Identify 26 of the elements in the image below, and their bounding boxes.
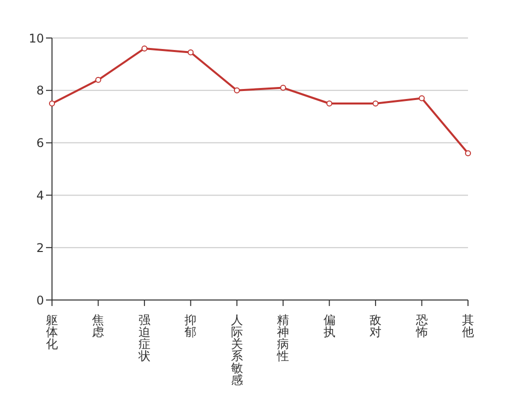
x-tick-label: 焦虑 — [92, 313, 104, 339]
y-tick-label: 8 — [36, 84, 44, 98]
y-tick-label: 10 — [28, 31, 44, 46]
point — [49, 100, 55, 106]
x-tick-label: 敌对 — [370, 313, 382, 339]
point — [465, 150, 471, 156]
point — [280, 84, 286, 91]
x-tick-label: 偏执 — [323, 313, 336, 339]
point — [188, 49, 194, 56]
point — [95, 76, 102, 83]
y-tick-label: 6 — [36, 136, 44, 150]
y-tick-label: 4 — [36, 188, 44, 202]
y-tick-label: 2 — [36, 240, 44, 255]
x-tick-label: 人际关系敏感 — [230, 313, 243, 387]
point — [372, 100, 379, 106]
x-tick-label: 抑郁 — [184, 313, 197, 339]
x-tick-label: 精神病性 — [276, 313, 290, 363]
x-tick-label: 躯体化 — [46, 313, 58, 351]
x-tick-label: 恐怖 — [414, 313, 428, 339]
point — [141, 45, 148, 52]
point — [234, 87, 240, 94]
x-tick-label: 其他 — [462, 313, 474, 339]
x-tick-label: 强迫症状 — [137, 313, 150, 363]
point — [326, 100, 332, 106]
y-tick-label: 0 — [36, 293, 44, 308]
point — [418, 95, 425, 102]
